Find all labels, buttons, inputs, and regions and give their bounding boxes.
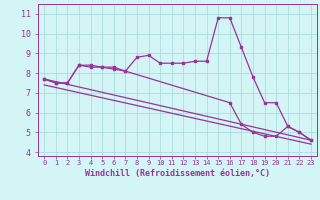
X-axis label: Windchill (Refroidissement éolien,°C): Windchill (Refroidissement éolien,°C): [85, 169, 270, 178]
